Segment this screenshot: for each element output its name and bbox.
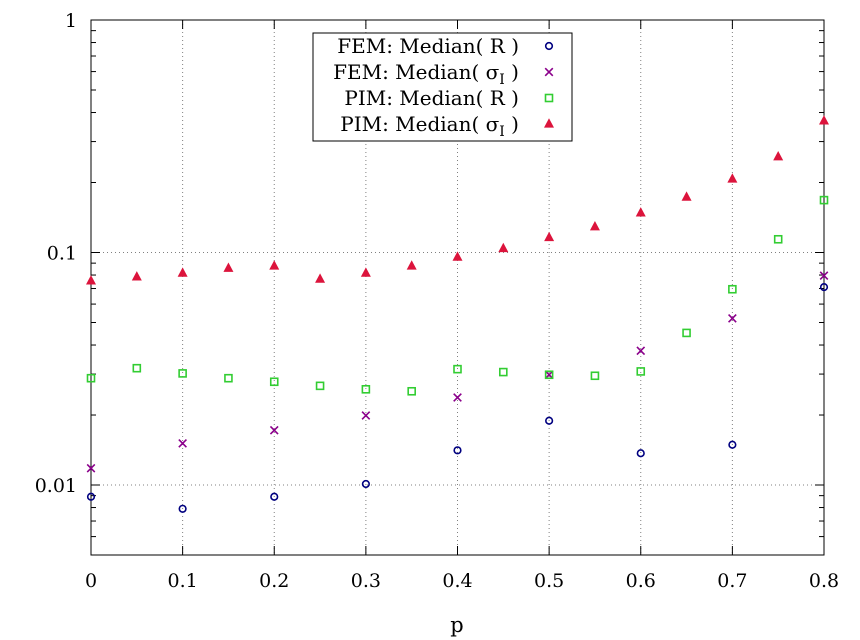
data-point	[590, 371, 600, 381]
legend-box	[312, 32, 573, 142]
x-tick-label: 0.3	[351, 570, 381, 592]
data-point	[224, 373, 233, 383]
data-point	[178, 439, 187, 448]
data-point	[177, 267, 188, 277]
data-point	[453, 364, 462, 374]
data-point	[636, 346, 646, 356]
data-point	[361, 411, 371, 420]
data-point	[269, 260, 280, 270]
series-3	[86, 195, 829, 396]
legend-label: FEM: Median( σI )	[333, 60, 519, 88]
legend-marker	[544, 93, 554, 103]
x-tick-label: 0	[85, 570, 97, 592]
data-point	[86, 463, 96, 473]
x-tick-label: 0.7	[717, 570, 747, 592]
legend-label: PIM: Median( σI )	[340, 112, 519, 140]
data-point	[360, 267, 371, 277]
data-point	[636, 367, 646, 376]
x-tick-label: 0.4	[442, 570, 472, 592]
data-point	[635, 207, 646, 217]
data-point	[86, 373, 96, 383]
data-point	[498, 242, 509, 253]
y-tick-label: 1	[65, 10, 77, 32]
data-point	[178, 504, 187, 513]
data-point	[499, 367, 508, 377]
data-point	[728, 440, 737, 449]
data-point	[681, 191, 692, 201]
data-point	[819, 271, 829, 281]
legend: FEM: Median( R )FEM: Median( σI )PIM: Me…	[312, 32, 573, 142]
x-tick-labels: 0 0.1 0.2 0.3 0.4 0.5 0.6 0.7 0.8	[85, 570, 839, 592]
x-tick-label: 0.5	[534, 570, 564, 592]
data-point	[819, 282, 829, 292]
legend-marker	[544, 41, 554, 51]
data-point	[728, 284, 737, 294]
series-2	[86, 271, 829, 473]
legend-label: PIM: Median( R )	[344, 86, 519, 110]
data-point	[178, 369, 187, 378]
legend-marker	[544, 118, 554, 128]
y-tick-labels: 0.01 0.1 1	[35, 10, 77, 497]
data-point	[86, 275, 96, 285]
data-point	[819, 115, 829, 125]
data-point	[819, 195, 829, 205]
data-point	[545, 416, 554, 425]
series-1	[86, 282, 829, 513]
data-point	[773, 234, 783, 244]
data-point	[406, 260, 417, 270]
plot-frame	[90, 19, 825, 556]
data-point	[361, 385, 371, 394]
x-tick-label: 0.6	[626, 570, 656, 592]
data-point	[270, 492, 279, 501]
data-point	[132, 363, 142, 373]
data-point	[452, 251, 463, 261]
data-point	[727, 173, 738, 183]
x-tick-label: 0.1	[168, 570, 198, 592]
x-tick-label: 0.8	[809, 570, 839, 592]
data-point	[223, 262, 234, 272]
data-point	[269, 425, 279, 435]
x-axis-title: p	[450, 613, 463, 637]
data-point	[315, 381, 325, 391]
data-markers	[86, 115, 829, 513]
y-tick-label: 0.1	[47, 243, 77, 265]
x-tick-label: 0.2	[259, 570, 289, 592]
data-point	[544, 370, 554, 380]
data-point	[86, 492, 96, 501]
data-point	[453, 393, 462, 402]
data-point	[773, 151, 784, 161]
data-point	[453, 446, 462, 455]
legend-label: FEM: Median( R )	[337, 34, 519, 58]
data-point	[407, 386, 416, 396]
data-point	[544, 370, 554, 380]
data-point	[544, 231, 555, 242]
y-tick-label: 0.01	[35, 475, 77, 497]
data-point	[589, 221, 600, 231]
data-point	[315, 273, 326, 283]
data-point	[728, 313, 737, 323]
data-point	[269, 377, 279, 387]
legend-marker	[544, 67, 554, 77]
series-4	[86, 115, 829, 285]
data-point	[131, 271, 142, 281]
data-point	[682, 328, 691, 338]
data-point	[636, 449, 645, 458]
data-point	[361, 479, 370, 489]
